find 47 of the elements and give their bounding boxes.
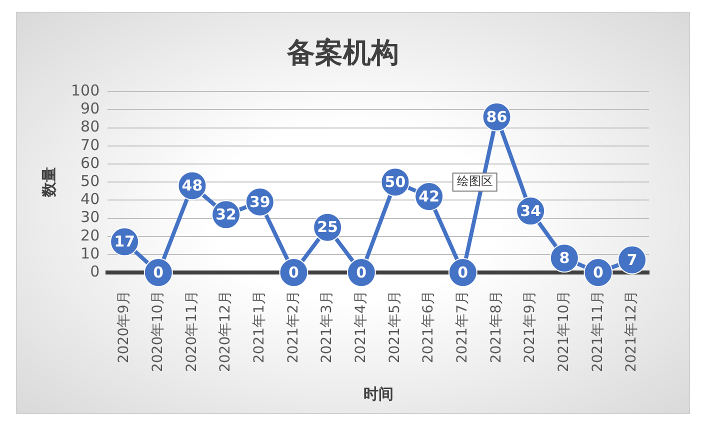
x-tick-label: 2021年9月	[522, 290, 538, 364]
x-tick-label: 2020年12月	[218, 290, 234, 372]
x-tick-label: 2020年9月	[116, 290, 132, 364]
y-tick-label: 70	[80, 136, 100, 154]
y-tick-label: 20	[80, 226, 100, 244]
chart-title: 备案机构	[286, 36, 399, 70]
x-axis-title: 时间	[363, 384, 394, 403]
data-label: 50	[384, 172, 406, 191]
x-tick-label: 2021年12月	[624, 290, 640, 372]
x-tick-label: 2021年6月	[420, 290, 437, 364]
data-label: 86	[486, 108, 508, 126]
x-tick-label: 2020年10月	[150, 290, 166, 372]
data-label: 0	[288, 263, 299, 282]
data-label: 8	[559, 248, 570, 267]
x-tick-label: 2021年3月	[319, 290, 336, 364]
data-label: 32	[216, 206, 236, 224]
x-tick-label: 2021年1月	[252, 290, 268, 364]
y-axis-title: 数量	[40, 167, 58, 198]
x-tick-label: 2021年7月	[454, 290, 471, 364]
data-label: 39	[249, 192, 270, 211]
data-label: 0	[153, 263, 164, 282]
x-tick-label: 2021年5月	[386, 290, 403, 364]
y-tick-label: 50	[80, 172, 100, 190]
y-tick-label: 0	[90, 262, 100, 280]
x-tick-label: 2021年2月	[285, 290, 302, 364]
data-label: 42	[418, 187, 440, 206]
x-tick-label: 2021年10月	[556, 290, 572, 372]
y-tick-label: 80	[80, 118, 100, 136]
data-label: 7	[626, 250, 638, 269]
data-label: 0	[458, 263, 468, 282]
y-tick-label: 40	[80, 190, 100, 208]
x-tick-label: 2021年11月	[590, 290, 606, 372]
y-tick-label: 90	[80, 100, 100, 118]
y-tick-label: 60	[80, 154, 100, 172]
data-label: 25	[317, 218, 338, 236]
x-tick-label: 2020年11月	[184, 290, 200, 372]
y-tick-label: 30	[80, 208, 100, 226]
x-tick-label: 2021年4月	[353, 290, 370, 364]
x-tick-label: 2021年8月	[488, 290, 504, 364]
annotation: 绘图区	[456, 174, 493, 188]
y-tick-label: 100	[70, 81, 100, 100]
y-tick-label: 10	[80, 244, 100, 262]
data-label: 17	[114, 232, 135, 251]
data-label: 34	[520, 202, 542, 220]
data-label: 0	[356, 263, 367, 282]
data-label: 0	[593, 263, 604, 282]
data-label: 48	[182, 176, 203, 195]
